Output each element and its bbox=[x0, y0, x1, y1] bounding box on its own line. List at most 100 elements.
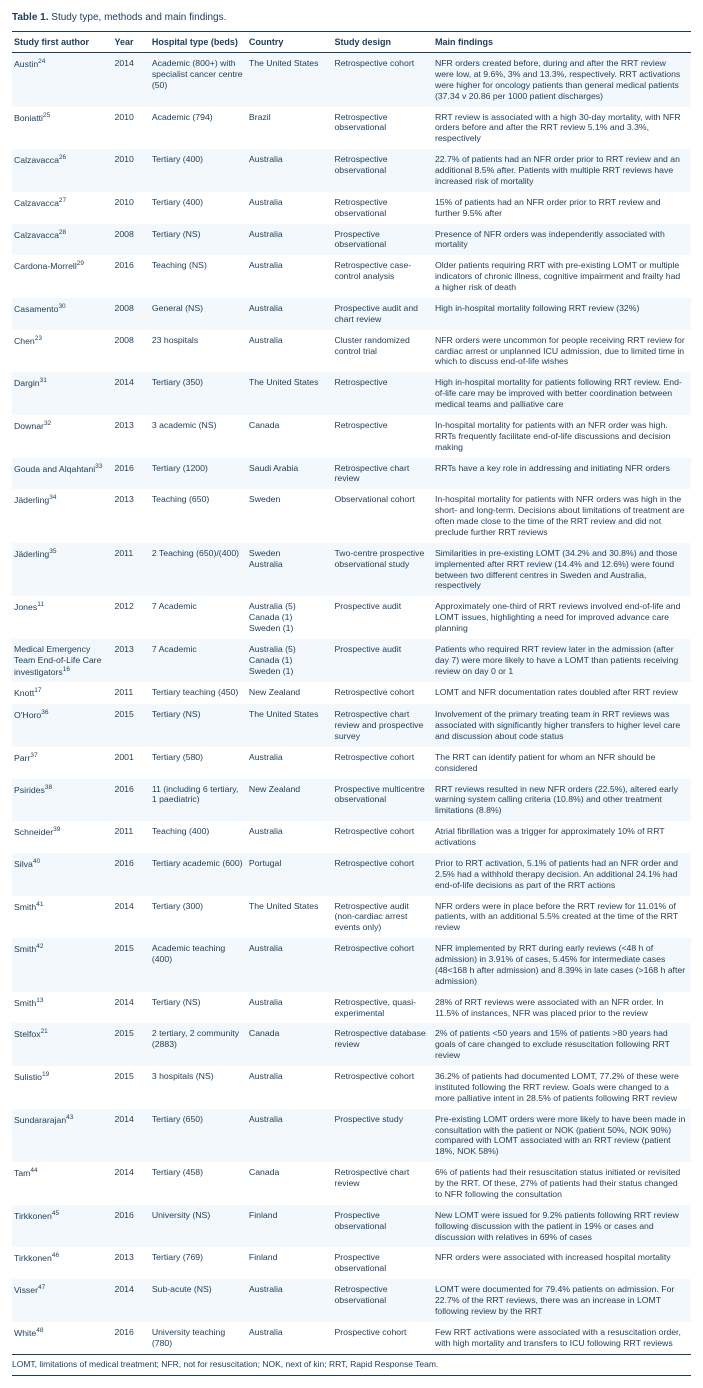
table-cell: Few RRT activations were associated with… bbox=[433, 1322, 691, 1354]
table-cell: Retrospective observational bbox=[332, 192, 432, 224]
table-label: Table 1. bbox=[12, 12, 49, 23]
table-cell: 2010 bbox=[112, 149, 149, 192]
table-cell: Academic (794) bbox=[150, 107, 247, 150]
table-cell: Australia bbox=[247, 1109, 333, 1163]
table-cell: Prospective observational bbox=[332, 1205, 432, 1248]
table-cell: White48 bbox=[12, 1322, 112, 1354]
table-cell: Psirides38 bbox=[12, 779, 112, 822]
table-cell: 2013 bbox=[112, 639, 149, 683]
table-cell: Prospective audit bbox=[332, 596, 432, 639]
table-cell: 2015 bbox=[112, 704, 149, 747]
table-cell: 2010 bbox=[112, 107, 149, 150]
col-findings: Main findings bbox=[433, 32, 691, 53]
table-cell: 23 hospitals bbox=[150, 330, 247, 373]
col-year: Year bbox=[112, 32, 149, 53]
table-cell: O'Horo36 bbox=[12, 704, 112, 747]
table-cell: Australia bbox=[247, 224, 333, 256]
table-cell: Parr37 bbox=[12, 747, 112, 779]
table-cell: 2015 bbox=[112, 1023, 149, 1066]
table-cell: 2008 bbox=[112, 224, 149, 256]
table-cell: Prospective multicentre observational bbox=[332, 779, 432, 822]
table-cell: NFR orders created before, during and af… bbox=[433, 53, 691, 107]
table-cell: New Zealand bbox=[247, 779, 333, 822]
table-cell: 2013 bbox=[112, 1247, 149, 1279]
table-row: Sundararajan432014Tertiary (650)Australi… bbox=[12, 1109, 691, 1163]
table-cell: 7 Academic bbox=[150, 639, 247, 683]
table-cell: 2001 bbox=[112, 747, 149, 779]
table-cell: Knott17 bbox=[12, 682, 112, 704]
table-cell: Calzavacca27 bbox=[12, 192, 112, 224]
table-cell: 2014 bbox=[112, 1109, 149, 1163]
table-cell: Prospective audit bbox=[332, 639, 432, 683]
table-cell: Sweden bbox=[247, 489, 333, 543]
table-caption: Study type, methods and main findings. bbox=[51, 12, 226, 23]
table-cell: Finland bbox=[247, 1205, 333, 1248]
table-cell: Australia bbox=[247, 192, 333, 224]
table-cell: 2014 bbox=[112, 1162, 149, 1205]
table-row: Casamento302008General (NS)AustraliaPros… bbox=[12, 298, 691, 330]
table-cell: 2014 bbox=[112, 372, 149, 415]
table-cell: 36.2% of patients had documented LOMT, 7… bbox=[433, 1066, 691, 1109]
table-cell: Retrospective observational bbox=[332, 149, 432, 192]
table-cell: 2014 bbox=[112, 992, 149, 1024]
table-cell: 22.7% of patients had an NFR order prior… bbox=[433, 149, 691, 192]
table-cell: Calzavacca28 bbox=[12, 224, 112, 256]
table-cell: 2013 bbox=[112, 415, 149, 458]
table-cell: NFR orders were in place before the RRT … bbox=[433, 896, 691, 939]
table-body: Austin242014Academic (800+) with special… bbox=[12, 53, 691, 1355]
table-cell: 28% of RRT reviews were associated with … bbox=[433, 992, 691, 1024]
table-cell: 6% of patients had their resuscitation s… bbox=[433, 1162, 691, 1205]
table-cell: Retrospective chart review and prospecti… bbox=[332, 704, 432, 747]
table-cell: Australia bbox=[247, 992, 333, 1024]
table-cell: Retrospective audit (non-cardiac arrest … bbox=[332, 896, 432, 939]
table-cell: New LOMT were issued for 9.2% patients f… bbox=[433, 1205, 691, 1248]
table-cell: Tertiary teaching (450) bbox=[150, 682, 247, 704]
table-cell: Retrospective bbox=[332, 372, 432, 415]
table-cell: Tertiary (NS) bbox=[150, 224, 247, 256]
table-row: Smith422015Academic teaching (400)Austra… bbox=[12, 938, 691, 992]
table-title: Table 1. Study type, methods and main fi… bbox=[12, 12, 691, 23]
table-cell: Teaching (NS) bbox=[150, 255, 247, 298]
table-cell: Retrospective chart review bbox=[332, 458, 432, 490]
table-cell: Prior to RRT activation, 5.1% of patient… bbox=[433, 853, 691, 896]
table-cell: Approximately one-third of RRT reviews i… bbox=[433, 596, 691, 639]
table-cell: Pre-existing LOMT orders were more likel… bbox=[433, 1109, 691, 1163]
table-row: Parr372001Tertiary (580)AustraliaRetrosp… bbox=[12, 747, 691, 779]
table-cell: Tertiary academic (600) bbox=[150, 853, 247, 896]
table-cell: Retrospective cohort bbox=[332, 53, 432, 107]
table-cell: 2016 bbox=[112, 1322, 149, 1354]
table-cell: The United States bbox=[247, 704, 333, 747]
table-cell: Tertiary (300) bbox=[150, 896, 247, 939]
table-cell: Tertiary (769) bbox=[150, 1247, 247, 1279]
table-row: Smith132014Tertiary (NS)AustraliaRetrosp… bbox=[12, 992, 691, 1024]
table-row: Tirkkonen452016University (NS)FinlandPro… bbox=[12, 1205, 691, 1248]
table-row: Schneider392011Teaching (400)AustraliaRe… bbox=[12, 821, 691, 853]
table-cell: Jäderling34 bbox=[12, 489, 112, 543]
table-cell: Australia bbox=[247, 298, 333, 330]
table-cell: High in-hospital mortality for patients … bbox=[433, 372, 691, 415]
table-cell: Smith13 bbox=[12, 992, 112, 1024]
table-cell: 2011 bbox=[112, 543, 149, 597]
table-row: Downar3220133 academic (NS)CanadaRetrosp… bbox=[12, 415, 691, 458]
table-row: Jäderling342013Teaching (650)SwedenObser… bbox=[12, 489, 691, 543]
table-cell: Retrospective chart review bbox=[332, 1162, 432, 1205]
table-cell: Australia (5)Canada (1)Sweden (1) bbox=[247, 639, 333, 683]
table-cell: General (NS) bbox=[150, 298, 247, 330]
table-row: Calzavacca272010Tertiary (400)AustraliaR… bbox=[12, 192, 691, 224]
table-cell: Canada bbox=[247, 1023, 333, 1066]
table-cell: Teaching (400) bbox=[150, 821, 247, 853]
col-design: Study design bbox=[332, 32, 432, 53]
table-cell: Australia bbox=[247, 1279, 333, 1322]
table-cell: Gouda and Alqahtani33 bbox=[12, 458, 112, 490]
table-row: Psirides38201611 (including 6 tertiary, … bbox=[12, 779, 691, 822]
table-cell: Prospective study bbox=[332, 1109, 432, 1163]
table-cell: Australia bbox=[247, 821, 333, 853]
table-cell: Prospective cohort bbox=[332, 1322, 432, 1354]
table-cell: Retrospective case-control analysis bbox=[332, 255, 432, 298]
table-cell: Brazil bbox=[247, 107, 333, 150]
table-cell: Tertiary (NS) bbox=[150, 992, 247, 1024]
table-cell: Canada bbox=[247, 1162, 333, 1205]
table-cell: 2016 bbox=[112, 255, 149, 298]
table-cell: Portugal bbox=[247, 853, 333, 896]
table-cell: RRT review is associated with a high 30-… bbox=[433, 107, 691, 150]
